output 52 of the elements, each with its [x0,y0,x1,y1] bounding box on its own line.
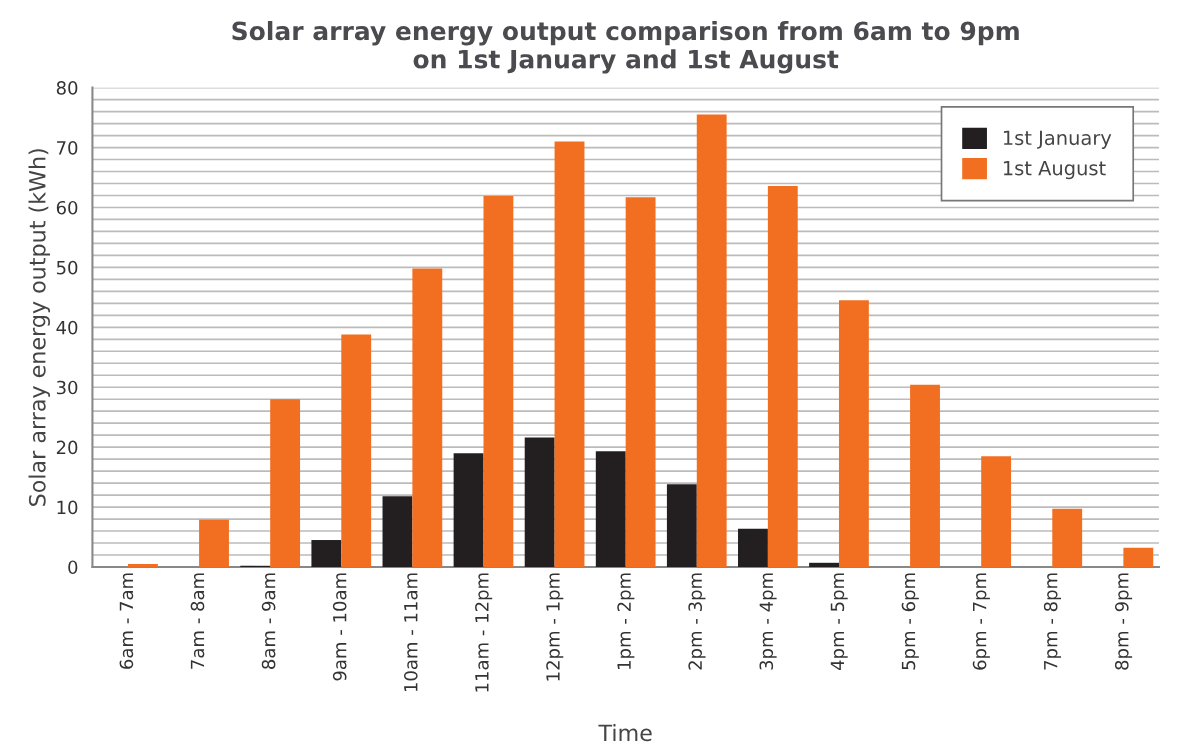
y-tick-label: 40 [56,320,78,335]
x-tick-label: 10am - 11am [403,573,418,692]
bar [524,437,555,567]
bar [767,185,798,567]
x-tick-label: 1pm - 2pm [617,573,635,669]
y-tick-label: 0 [68,560,78,575]
y-axis-title: Solar array energy output (kWh) [28,149,51,506]
y-tick-label: 80 [56,81,78,95]
chart-title: Solar array energy output comparison from 6am to 9pm on 1st January and 1st August [232,21,1019,74]
bar [341,334,372,567]
bar [738,528,768,567]
legend-label: 1st August [1003,160,1106,180]
bar [127,564,158,567]
bar [910,384,940,567]
x-tick-label: 2pm - 3pm [688,573,706,670]
bar [838,300,869,567]
x-tick-label: 11am - 12pm [475,573,493,692]
bar [453,453,484,567]
bar [554,141,585,567]
x-tick-label: 8am - 9am [261,573,276,669]
y-tick-label: 50 [56,260,78,275]
bar [199,519,229,567]
bar [311,540,342,567]
bar [981,456,1012,567]
x-tick-label: 5pm - 6pm [901,573,919,670]
y-tick-label: 20 [56,440,78,455]
x-tick-label: 12pm - 1pm [546,573,564,681]
bar [270,399,301,567]
x-tick-label: 6am - 7am [119,573,134,669]
bar [483,196,514,567]
bar [625,197,656,567]
bar [412,268,443,567]
bar [1052,508,1083,567]
x-axis-title: Time [598,724,652,742]
y-tick-label: 70 [57,141,78,155]
y-tick-label: 30 [56,380,78,395]
bar [1123,547,1154,567]
x-tick-label: 7am - 8am [190,573,205,669]
bar [666,484,697,567]
x-tick-label: 7pm - 8pm [1043,573,1062,670]
legend-label: 1st January [1003,130,1112,149]
x-tick-label: 3pm - 4pm [759,573,777,670]
bar [696,114,727,567]
y-tick-label: 60 [56,200,78,215]
bar [809,562,839,567]
x-tick-label: 4pm - 5pm [830,573,848,671]
x-tick-label: 8pm - 9pm [1114,573,1133,670]
x-tick-label: 9am - 10am [332,573,347,681]
bar [595,451,626,567]
x-tick-label: 6pm - 7pm [972,573,990,670]
bar [382,496,413,567]
y-tick-label: 10 [57,500,78,515]
